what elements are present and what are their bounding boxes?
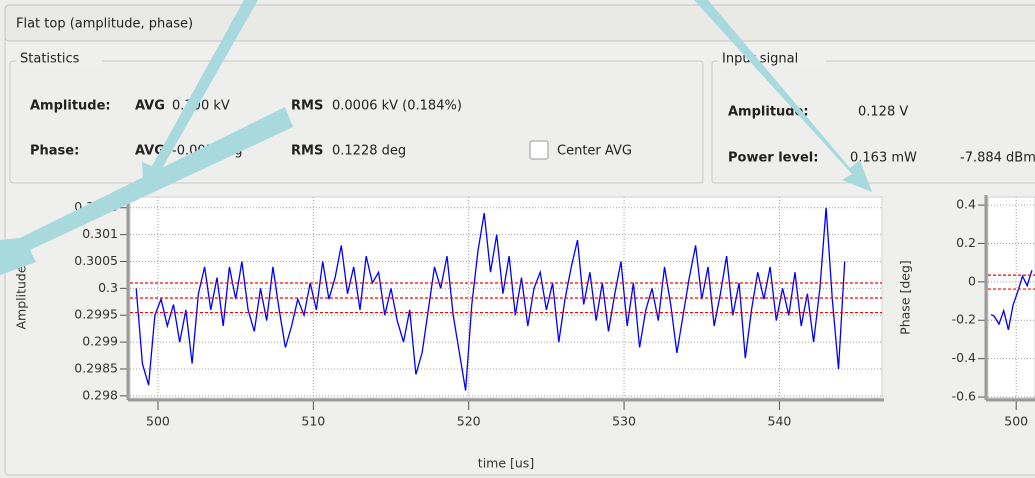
value: 0.300 kV [172,99,230,114]
label: RMS [291,99,323,114]
x-tick-label: 540 [768,414,792,429]
x-axis-label: time [us] [478,456,534,471]
statistics-group [9,60,704,184]
y-tick-label: 0.301 [82,226,118,241]
chart: 0.2980.29850.2990.29950.30.30050.3010.30… [14,195,884,471]
value: 0.1228 deg [332,144,406,159]
chart: 0.4 0.2 0 -0.2 -0.4 -0.6 500 Phase [deg] [898,195,1035,429]
y-tick-label: -0.2 [952,312,976,327]
y-tick-label: -0.6 [952,389,976,404]
label: Amplitude: [30,99,111,114]
value: 0.0006 kV (0.184%) [332,99,462,114]
checkbox[interactable] [529,140,549,160]
y-tick-label: -0.4 [952,350,976,365]
input-group [711,60,1035,184]
y-tick-label: 0.2985 [74,360,118,375]
data-line [990,270,1033,330]
y-tick-label: 0.299 [82,334,118,349]
label: Amplitude: [728,105,809,120]
x-tick-label: 500 [1004,414,1028,429]
x-tick-label: 510 [301,414,325,429]
y-tick-label: 0.2 [956,235,976,250]
x-tick-label: 530 [612,414,636,429]
x-tick-label: 500 [146,414,170,429]
charts: 0.2980.29850.2990.29950.30.30050.3010.30… [14,195,1035,471]
title-bar [4,4,1035,42]
frame-title: Flat top (amplitude, phase) [16,17,193,32]
y-tick-label: 0.2995 [74,307,118,322]
label: Phase: [30,144,79,159]
y-axis-label: Amplitude [14,265,29,329]
label: RMS [291,144,323,159]
group-title-bg [16,52,102,68]
y-tick-label: 0.3005 [74,253,118,268]
group-title: Input signal [722,52,798,67]
label: Power level: [728,151,818,166]
y-tick-label: 0.4 [956,197,976,212]
annotation-arrows [0,0,872,275]
arrow [694,0,872,192]
value: 0.163 mW [850,151,917,166]
data-line [135,207,846,391]
y-axis-label: Phase [deg] [898,260,913,335]
y-tick-label: 0.298 [82,387,118,402]
group-title: Statistics [20,52,80,67]
label: AVG [135,144,165,159]
value: 0.128 V [858,105,908,120]
y-tick-label: 0.3 [98,280,118,295]
checkbox-label[interactable]: Center AVG [557,144,632,159]
value: -7.884 dBm [960,151,1035,166]
arrow [0,107,293,275]
y-tick-label: 0 [968,273,976,288]
plot-content [988,197,1035,398]
label: AVG [135,99,165,114]
plot-content [130,197,882,398]
plot-area [987,196,1035,399]
arrow [142,0,258,192]
x-tick-label: 520 [457,414,481,429]
